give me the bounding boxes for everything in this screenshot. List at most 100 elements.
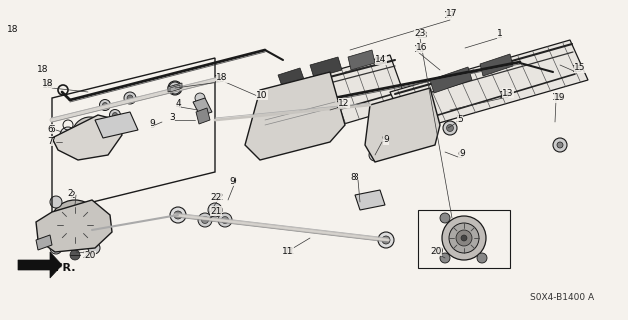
Text: 2: 2 xyxy=(67,189,73,198)
Circle shape xyxy=(50,200,100,250)
Text: 23: 23 xyxy=(416,30,428,39)
Text: 20: 20 xyxy=(430,246,441,255)
Polygon shape xyxy=(278,68,305,89)
Circle shape xyxy=(440,253,450,263)
Text: 9: 9 xyxy=(459,149,465,158)
Circle shape xyxy=(85,130,95,140)
Text: 22: 22 xyxy=(212,194,224,203)
Text: 8: 8 xyxy=(352,173,358,182)
Circle shape xyxy=(551,67,563,79)
Text: 23: 23 xyxy=(414,29,426,38)
Text: 20: 20 xyxy=(82,251,94,260)
Polygon shape xyxy=(430,67,472,93)
Circle shape xyxy=(277,107,293,123)
Text: 3: 3 xyxy=(169,113,175,122)
Circle shape xyxy=(57,207,93,243)
Circle shape xyxy=(369,149,381,161)
Text: 7: 7 xyxy=(49,138,55,147)
Polygon shape xyxy=(390,40,588,132)
Polygon shape xyxy=(95,112,138,138)
Text: 2: 2 xyxy=(69,190,75,199)
Text: FR.: FR. xyxy=(55,263,75,273)
Circle shape xyxy=(80,125,100,145)
Circle shape xyxy=(198,213,212,227)
Text: 19: 19 xyxy=(555,93,566,102)
Text: 20: 20 xyxy=(84,252,95,260)
Text: 13: 13 xyxy=(502,89,514,98)
Polygon shape xyxy=(310,57,342,78)
Circle shape xyxy=(195,93,205,103)
Text: 11: 11 xyxy=(282,247,294,257)
Circle shape xyxy=(202,217,208,223)
Circle shape xyxy=(208,203,222,217)
Circle shape xyxy=(60,127,76,143)
Text: S0X4-B1400 A: S0X4-B1400 A xyxy=(530,293,594,302)
Polygon shape xyxy=(348,50,375,70)
Circle shape xyxy=(443,121,457,135)
Polygon shape xyxy=(355,190,385,210)
Text: 9: 9 xyxy=(230,178,236,187)
Text: 21: 21 xyxy=(210,206,222,215)
Polygon shape xyxy=(365,88,440,162)
Text: 9: 9 xyxy=(381,135,387,145)
Circle shape xyxy=(557,142,563,148)
Text: 4: 4 xyxy=(175,100,181,109)
Polygon shape xyxy=(52,115,122,160)
Circle shape xyxy=(386,111,414,139)
Text: 18: 18 xyxy=(214,76,225,84)
Text: 5: 5 xyxy=(457,116,463,124)
Circle shape xyxy=(222,217,229,223)
Circle shape xyxy=(88,242,100,254)
Polygon shape xyxy=(196,108,210,124)
Polygon shape xyxy=(480,54,513,76)
Circle shape xyxy=(127,95,133,101)
Circle shape xyxy=(447,124,453,132)
Text: 13: 13 xyxy=(499,91,511,100)
Polygon shape xyxy=(168,83,182,92)
Circle shape xyxy=(372,152,378,158)
Text: 9: 9 xyxy=(457,150,463,159)
Polygon shape xyxy=(193,98,212,116)
Circle shape xyxy=(440,213,450,223)
Text: 10: 10 xyxy=(256,91,268,100)
Text: 20: 20 xyxy=(432,247,444,257)
Text: 15: 15 xyxy=(574,63,586,73)
Circle shape xyxy=(554,70,560,76)
Circle shape xyxy=(477,253,487,263)
Circle shape xyxy=(114,119,121,126)
Circle shape xyxy=(50,196,62,208)
Text: 14: 14 xyxy=(374,58,386,67)
Text: 9: 9 xyxy=(383,135,389,145)
Text: 12: 12 xyxy=(338,99,350,108)
Text: 9: 9 xyxy=(149,121,155,130)
Circle shape xyxy=(71,221,79,229)
Circle shape xyxy=(124,92,136,104)
Circle shape xyxy=(168,81,182,95)
Text: 12: 12 xyxy=(337,100,348,109)
Circle shape xyxy=(456,230,472,246)
Text: 17: 17 xyxy=(447,10,458,19)
Circle shape xyxy=(218,213,232,227)
Circle shape xyxy=(170,207,186,223)
Text: 8: 8 xyxy=(350,172,356,181)
Circle shape xyxy=(392,117,408,133)
Text: 1: 1 xyxy=(497,29,503,38)
Circle shape xyxy=(360,195,370,205)
Text: 3: 3 xyxy=(169,114,175,123)
Circle shape xyxy=(382,236,390,244)
Text: 15: 15 xyxy=(572,66,584,75)
Text: 1: 1 xyxy=(497,30,503,39)
Circle shape xyxy=(172,85,178,91)
Circle shape xyxy=(553,138,567,152)
Circle shape xyxy=(212,206,219,213)
Circle shape xyxy=(65,215,85,235)
Circle shape xyxy=(112,113,117,117)
Text: 17: 17 xyxy=(444,11,456,20)
Text: 16: 16 xyxy=(416,44,428,52)
Text: 18: 18 xyxy=(6,26,18,35)
Text: 16: 16 xyxy=(414,45,426,54)
Text: 14: 14 xyxy=(376,55,387,65)
Circle shape xyxy=(442,216,486,260)
Polygon shape xyxy=(245,72,345,160)
Text: 6: 6 xyxy=(47,124,53,133)
